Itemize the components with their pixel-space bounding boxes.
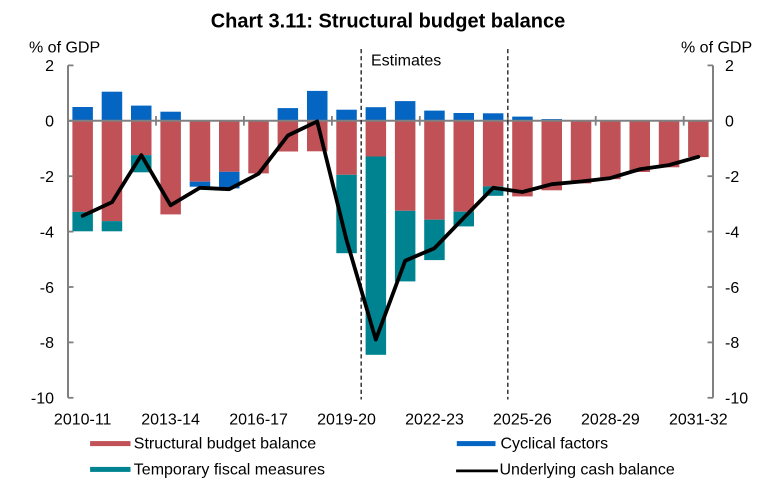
svg-text:-6: -6 [725, 280, 739, 297]
svg-text:Temporary fiscal measures: Temporary fiscal measures [134, 461, 325, 478]
svg-text:-8: -8 [725, 335, 739, 352]
svg-text:Cyclical factors: Cyclical factors [501, 436, 609, 453]
svg-text:0: 0 [725, 114, 734, 131]
svg-text:2: 2 [45, 58, 54, 75]
svg-text:% of GDP: % of GDP [681, 39, 752, 56]
svg-text:-2: -2 [40, 169, 54, 186]
svg-text:Estimates: Estimates [371, 52, 441, 69]
svg-text:% of GDP: % of GDP [29, 39, 100, 56]
svg-text:2010-11: 2010-11 [54, 412, 112, 429]
svg-text:-4: -4 [725, 224, 739, 241]
svg-text:-10: -10 [725, 391, 748, 408]
svg-text:-4: -4 [40, 224, 54, 241]
svg-text:2031-32: 2031-32 [669, 412, 728, 429]
svg-text:2025-26: 2025-26 [493, 412, 552, 429]
svg-text:2028-29: 2028-29 [581, 412, 640, 429]
svg-text:2013-14: 2013-14 [141, 412, 200, 429]
svg-text:2016-17: 2016-17 [229, 412, 288, 429]
svg-text:Structural budget balance: Structural budget balance [134, 436, 316, 453]
svg-text:2019-20: 2019-20 [317, 412, 376, 429]
svg-text:2022-23: 2022-23 [405, 412, 464, 429]
svg-text:-10: -10 [31, 391, 54, 408]
svg-text:-8: -8 [40, 335, 54, 352]
svg-text:0: 0 [45, 114, 54, 131]
svg-text:-2: -2 [725, 169, 739, 186]
svg-text:2: 2 [725, 58, 734, 75]
svg-text:-6: -6 [40, 280, 54, 297]
svg-text:Chart 3.11: Structural budget: Chart 3.11: Structural budget balance [211, 10, 566, 32]
svg-text:Underlying cash balance: Underlying cash balance [500, 461, 675, 478]
